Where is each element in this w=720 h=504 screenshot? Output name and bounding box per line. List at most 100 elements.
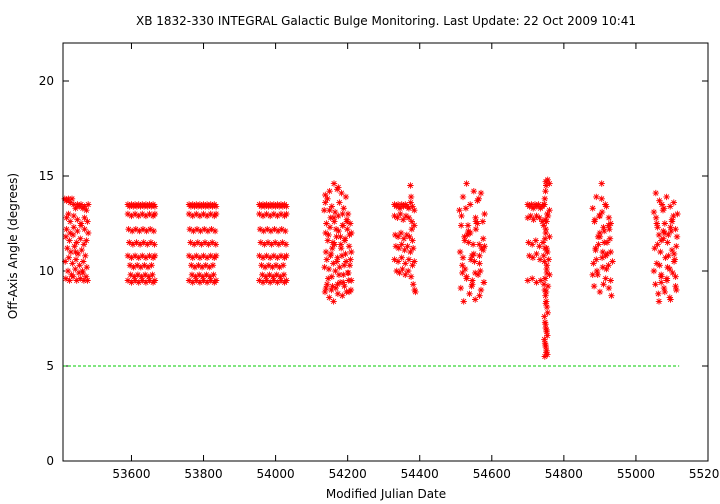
data-point [150, 227, 157, 235]
data-point [476, 252, 483, 259]
data-point [343, 258, 350, 265]
data-point [465, 239, 472, 246]
data-point [75, 269, 83, 277]
data-point [402, 260, 409, 267]
data-point [142, 279, 150, 286]
data-point [277, 277, 285, 284]
data-point [203, 271, 210, 278]
data-point [72, 248, 79, 256]
data-point [203, 279, 211, 286]
data-point [192, 273, 199, 280]
data-point [277, 273, 284, 280]
data-point [207, 252, 214, 259]
data-point [193, 252, 200, 259]
data-point [129, 227, 136, 235]
data-point [141, 262, 148, 269]
data-point [322, 199, 329, 206]
data-point [664, 239, 671, 246]
data-point [467, 256, 475, 263]
data-point [212, 277, 220, 284]
data-point [69, 273, 77, 280]
data-point [606, 226, 613, 233]
data-point [661, 229, 668, 237]
data-point [147, 226, 154, 233]
data-point [654, 241, 661, 248]
data-point [589, 205, 596, 212]
data-point [273, 271, 280, 278]
data-point [338, 245, 345, 252]
data-point [326, 207, 333, 214]
data-point [402, 212, 410, 220]
data-point [333, 258, 341, 265]
data-point [529, 254, 537, 261]
data-point [334, 254, 341, 261]
data-point [593, 193, 600, 201]
data-point [256, 210, 263, 218]
data-point [81, 203, 88, 210]
data-point [670, 199, 677, 206]
data-point [62, 233, 70, 240]
data-point [343, 218, 351, 225]
data-point [260, 227, 267, 235]
data-point [407, 273, 415, 280]
data-point [330, 260, 337, 267]
data-point [146, 252, 153, 259]
data-point [65, 195, 72, 202]
data-point [142, 254, 150, 261]
data-point [77, 201, 85, 208]
data-point [542, 341, 549, 349]
data-point [410, 281, 417, 288]
data-point [126, 239, 133, 246]
data-point [456, 248, 464, 256]
data-point [151, 203, 159, 210]
data-point [339, 210, 346, 218]
data-point [477, 189, 485, 197]
data-point [185, 277, 193, 284]
x-tick-label: 53600 [112, 467, 150, 481]
data-point [543, 182, 550, 189]
data-point [402, 271, 409, 278]
data-point [148, 262, 155, 269]
data-point [596, 229, 604, 237]
data-point [211, 227, 219, 235]
data-point [652, 281, 659, 288]
data-point [62, 258, 69, 265]
data-point [459, 269, 466, 277]
data-point [146, 277, 153, 284]
data-point [545, 256, 552, 263]
data-point [399, 265, 406, 273]
data-point [661, 288, 668, 296]
data-point [325, 231, 332, 239]
data-point [132, 226, 139, 233]
data-point [63, 214, 70, 221]
data-point [662, 254, 669, 261]
data-point [540, 222, 547, 229]
data-point [408, 218, 415, 225]
data-point [321, 288, 329, 296]
data-point [69, 260, 76, 267]
data-point [411, 258, 418, 265]
data-point [541, 195, 548, 202]
data-point [392, 231, 399, 239]
data-point [594, 271, 601, 278]
axis-ticks: 0 5 10 15 20 53600 53800 54000 54200 54400 54600 54… [39, 43, 720, 481]
data-point [131, 273, 138, 280]
data-point [329, 245, 336, 252]
data-point [463, 275, 470, 282]
data-point [69, 231, 77, 239]
data-point [457, 284, 464, 292]
data-point [334, 281, 341, 288]
data-point [140, 239, 147, 246]
data-point [259, 279, 267, 286]
data-point [271, 226, 278, 233]
data-point [259, 212, 267, 220]
data-point [672, 226, 679, 233]
data-point [134, 262, 141, 269]
data-point [83, 264, 90, 271]
data-point [346, 231, 353, 239]
data-point [670, 250, 678, 258]
data-point [394, 214, 401, 221]
data-point [593, 256, 600, 263]
data-point [193, 226, 201, 233]
data-point [139, 210, 146, 218]
